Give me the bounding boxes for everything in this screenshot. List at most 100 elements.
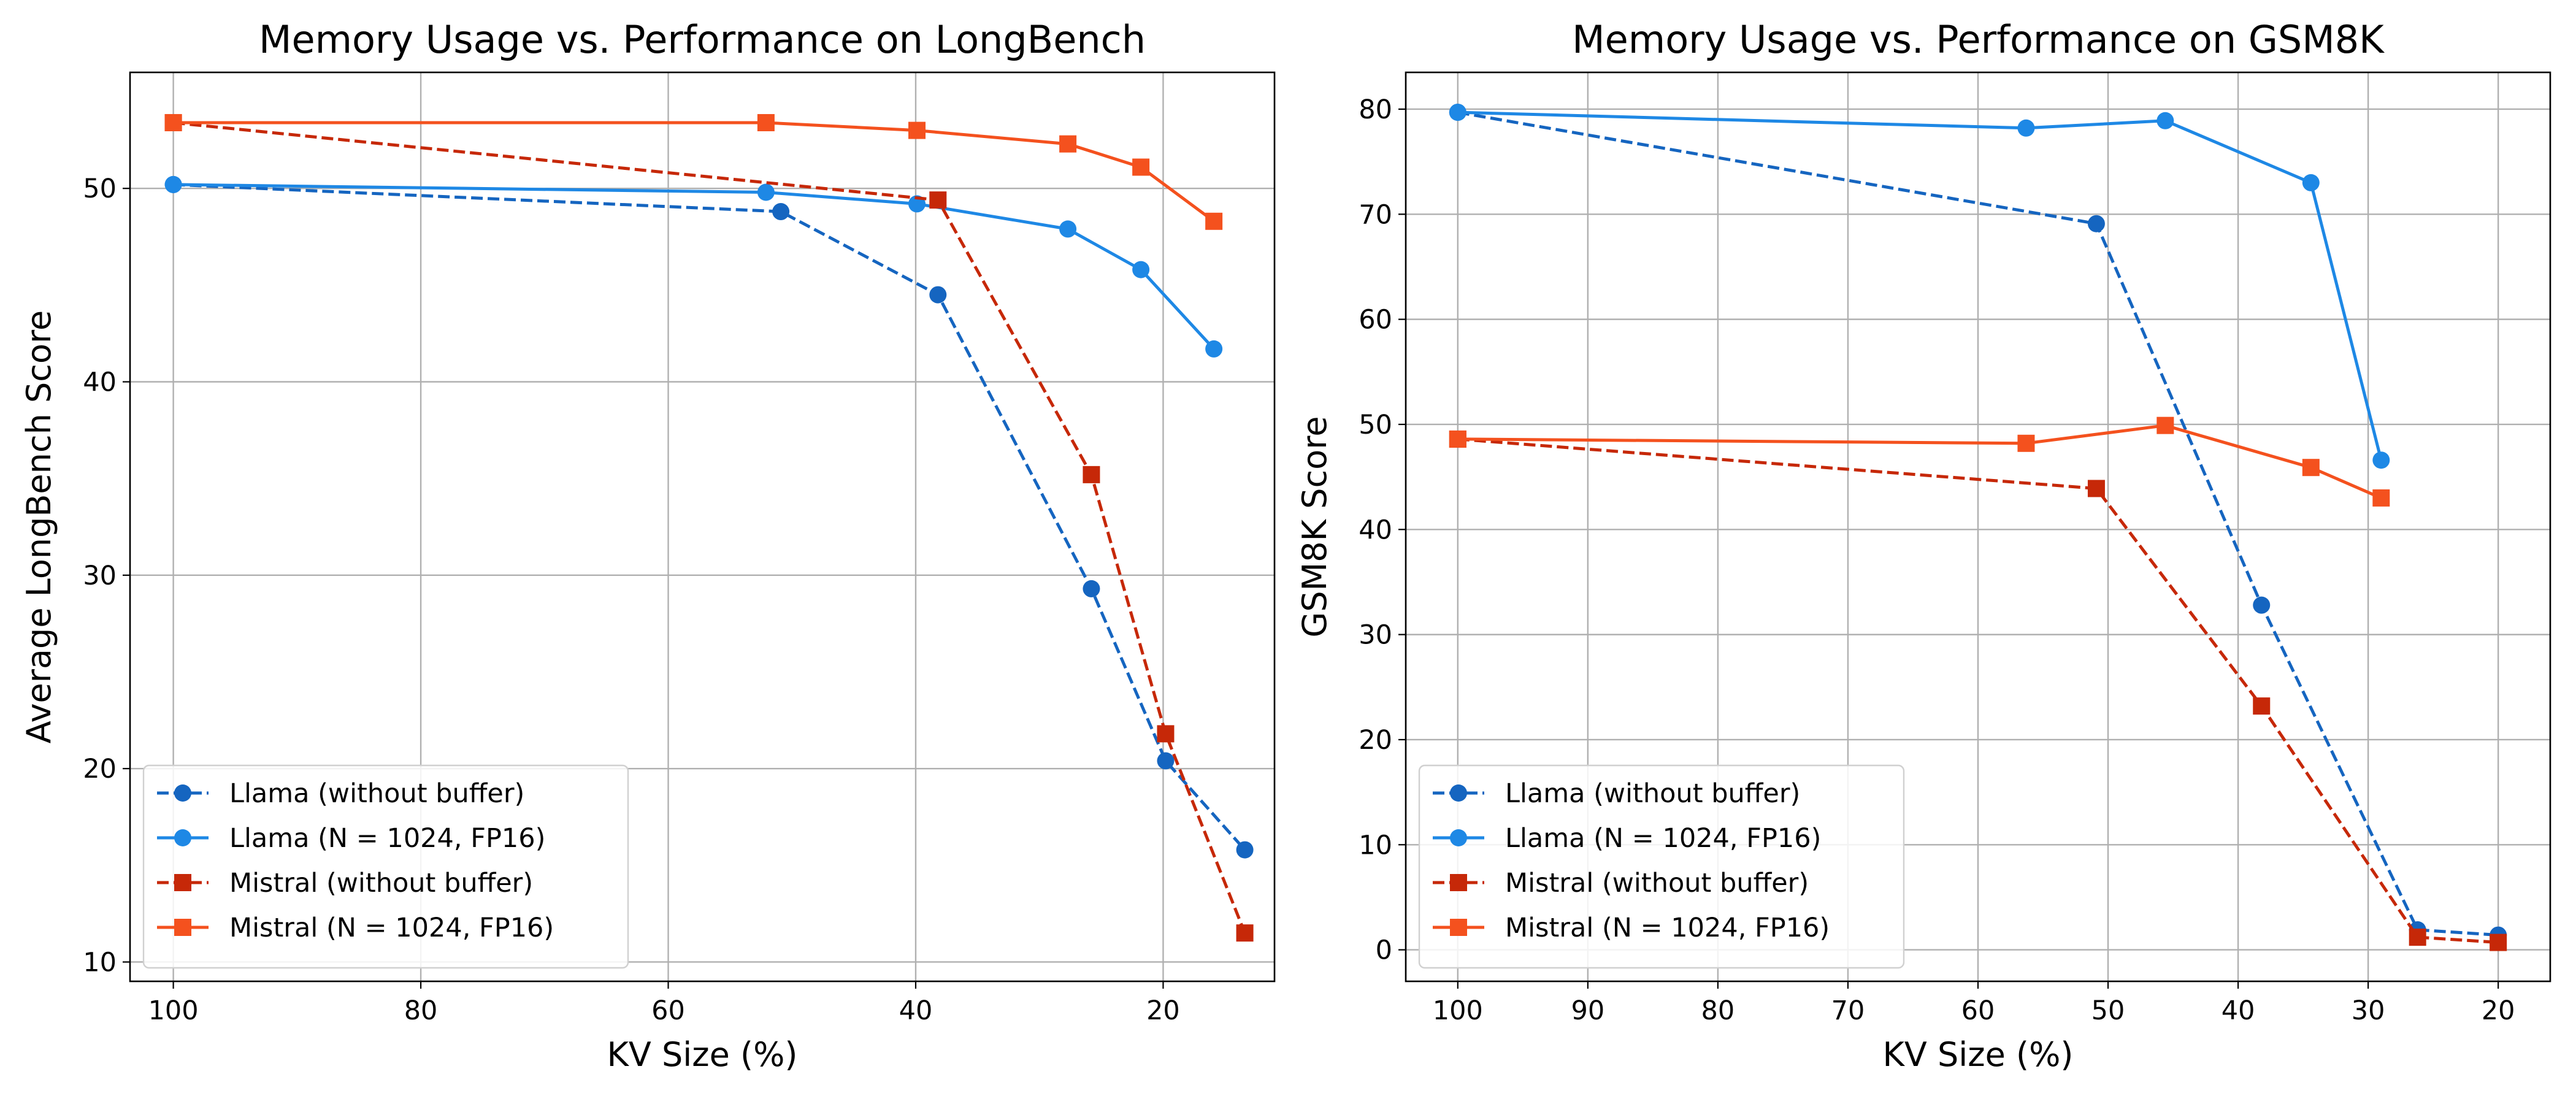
longbench-series-mistral-without-buffer-point	[1236, 924, 1254, 942]
gsm8k-series-llama-without-buffer-point	[2087, 215, 2105, 232]
longbench-series-llama-n-1024-fp16-point	[757, 183, 775, 201]
gsm8k-legend-mistral-n-1024-fp16-label: Mistral (N = 1024, FP16)	[1505, 913, 1830, 943]
longbench-legend-box	[142, 764, 629, 969]
gsm8k-x-tick-label: 30	[2352, 995, 2385, 1026]
longbench-legend-llama-without-buffer-marker	[174, 784, 191, 802]
longbench-series-mistral-without-buffer-point	[1083, 466, 1100, 483]
longbench-series-mistral-without-buffer-point	[929, 191, 947, 209]
longbench-legend-mistral-without-buffer-marker	[174, 874, 191, 891]
gsm8k-x-tick-label: 20	[2482, 995, 2515, 1026]
gsm8k-series-mistral-without-buffer-point	[2409, 929, 2426, 946]
gsm8k-series-mistral-without-buffer-point	[2253, 697, 2271, 715]
gsm8k-y-tick-label: 80	[1359, 94, 1392, 125]
longbench-series-llama-without-buffer-point	[1083, 580, 1100, 597]
gsm8k-y-tick-label: 20	[1359, 725, 1392, 756]
gsm8k-plot-area	[1449, 104, 2507, 951]
longbench-y-tick-label: 50	[83, 174, 117, 204]
gsm8k-series-llama-n-1024-fp16-line	[1457, 110, 2383, 461]
longbench-series-mistral-n-1024-fp16-point	[164, 113, 182, 131]
gsm8k-series-llama-without-buffer-point	[2253, 596, 2271, 614]
gsm8k-series-mistral-n-1024-fp16-line	[1457, 424, 2382, 500]
gsm8k-y-tick-label: 40	[1359, 515, 1392, 545]
gsm8k-x-tick-label: 80	[1701, 995, 1735, 1026]
longbench-legend-llama-n-1024-fp16-marker	[174, 829, 191, 846]
gsm8k-axes-frame	[1405, 71, 2551, 983]
gsm8k-series-mistral-n-1024-fp16-point	[2372, 489, 2390, 507]
gsm8k-series-mistral-n-1024-fp16-point	[2156, 416, 2174, 434]
longbench-y-tick-label: 40	[83, 367, 117, 398]
gsm8k-legend-mistral-without-buffer-label: Mistral (without buffer)	[1505, 868, 1809, 899]
gsm8k-series-llama-n-1024-fp16-point	[2372, 451, 2390, 469]
longbench-legend-llama-n-1024-fp16-label: Llama (N = 1024, FP16)	[229, 823, 545, 854]
longbench-x-tick-label: 40	[899, 995, 933, 1026]
gsm8k-legend-llama-n-1024-fp16-label: Llama (N = 1024, FP16)	[1505, 823, 1821, 854]
longbench-series-llama-n-1024-fp16-point	[164, 175, 182, 193]
longbench-series-llama-n-1024-fp16-point	[1205, 340, 1223, 358]
gsm8k-series-mistral-n-1024-fp16-point	[1449, 430, 1466, 448]
longbench-x-tick-label: 100	[148, 995, 199, 1026]
gsm8k-legend-llama-n-1024-fp16-marker	[1450, 829, 1467, 846]
longbench-x-tick-label: 60	[651, 995, 685, 1026]
longbench-plot-area	[164, 113, 1254, 942]
gsm8k-series-mistral-without-buffer-point	[2087, 480, 2105, 497]
gsm8k-legend-llama-without-buffer-label: Llama (without buffer)	[1505, 778, 1800, 809]
longbench-legend-llama-without-buffer-label: Llama (without buffer)	[229, 778, 524, 809]
gsm8k-legend-mistral-without-buffer-marker	[1450, 874, 1467, 891]
longbench-series-llama-without-buffer-point	[1157, 752, 1175, 770]
gsm8k-x-tick-label: 50	[2091, 995, 2125, 1026]
longbench-axes-frame	[129, 71, 1276, 983]
longbench-y-tick-label: 10	[83, 947, 117, 978]
gsm8k-x-tick-label: 100	[1433, 995, 1483, 1026]
longbench-series-mistral-without-buffer-point	[1157, 725, 1175, 743]
longbench-series-mistral-n-1024-fp16-point	[1205, 212, 1223, 230]
gsm8k-series-llama-n-1024-fp16-point	[1449, 104, 1466, 121]
longbench-chart: 100 80 60 40 20 10 20 30 40 50 Memory Usage vs. Pe…	[20, 17, 1276, 1074]
gsm8k-series-mistral-n-1024-fp16-point	[2302, 459, 2320, 477]
gsm8k-y-tick-label: 50	[1359, 410, 1392, 440]
gsm8k-y-tick-label: 30	[1359, 620, 1392, 651]
gsm8k-y-axis-label: GSM8K Score	[1295, 416, 1334, 638]
gsm8k-y-tick-label: 10	[1359, 830, 1392, 861]
longbench-y-tick-label: 20	[83, 754, 117, 784]
gsm8k-x-tick-label: 40	[2221, 995, 2255, 1026]
gsm8k-series-mistral-n-1024-fp16-point	[2017, 434, 2035, 452]
gsm8k-series-llama-n-1024-fp16-point	[2017, 119, 2035, 137]
longbench-series-mistral-n-1024-fp16-point	[1059, 135, 1077, 153]
longbench-y-tick-label: 30	[83, 561, 117, 591]
longbench-series-mistral-n-1024-fp16-point	[908, 121, 926, 139]
gsm8k-series-llama-n-1024-fp16-point	[2156, 112, 2174, 129]
longbench-series-llama-without-buffer-point	[772, 203, 790, 221]
longbench-series-mistral-n-1024-fp16-line	[173, 121, 1215, 223]
gsm8k-x-axis-label: KV Size (%)	[1883, 1035, 2074, 1074]
longbench-chart-title: Memory Usage vs. Performance on LongBenc…	[259, 17, 1146, 62]
gsm8k-legend-mistral-n-1024-fp16-marker	[1450, 919, 1467, 936]
gsm8k-x-tick-label: 90	[1571, 995, 1605, 1026]
longbench-legend-mistral-n-1024-fp16-label: Mistral (N = 1024, FP16)	[229, 913, 554, 943]
gsm8k-series-mistral-without-buffer-point	[2490, 933, 2507, 951]
gsm8k-legend-box	[1418, 764, 1905, 969]
gsm8k-chart: 100 90 80 70 60 50 40 30 20 0 10 20 30 40 50 60 70 80 Memo…	[1295, 17, 2551, 1074]
gsm8k-series-llama-n-1024-fp16-point	[2302, 174, 2320, 191]
longbench-series-mistral-n-1024-fp16-point	[1132, 158, 1150, 176]
longbench-legend-mistral-without-buffer-label: Mistral (without buffer)	[229, 868, 533, 899]
longbench-legend-mistral-n-1024-fp16-marker	[174, 919, 191, 936]
gsm8k-y-tick-label: 70	[1359, 199, 1392, 230]
longbench-x-tick-label: 20	[1146, 995, 1180, 1026]
longbench-y-axis-label: Average LongBench Score	[20, 310, 58, 743]
longbench-series-llama-n-1024-fp16-line	[173, 183, 1216, 350]
gsm8k-legend-llama-without-buffer-marker	[1450, 784, 1467, 802]
longbench-x-axis-label: KV Size (%)	[607, 1035, 798, 1074]
longbench-x-tick-label: 80	[404, 995, 438, 1026]
gsm8k-y-tick-label: 0	[1376, 935, 1392, 966]
longbench-legend: Llama (without buffer) Llama (N = 1024, F…	[142, 764, 629, 969]
gsm8k-y-tick-label: 60	[1359, 305, 1392, 335]
longbench-series-llama-without-buffer-point	[929, 286, 947, 304]
longbench-series-llama-n-1024-fp16-point	[1132, 261, 1150, 278]
longbench-series-mistral-n-1024-fp16-point	[757, 113, 775, 131]
gsm8k-x-tick-label: 60	[1961, 995, 1995, 1026]
gsm8k-chart-title: Memory Usage vs. Performance on GSM8K	[1572, 17, 2385, 62]
longbench-series-llama-without-buffer-point	[1236, 841, 1254, 859]
longbench-series-llama-without-buffer-line	[173, 183, 1246, 851]
gsm8k-x-tick-label: 70	[1831, 995, 1865, 1026]
